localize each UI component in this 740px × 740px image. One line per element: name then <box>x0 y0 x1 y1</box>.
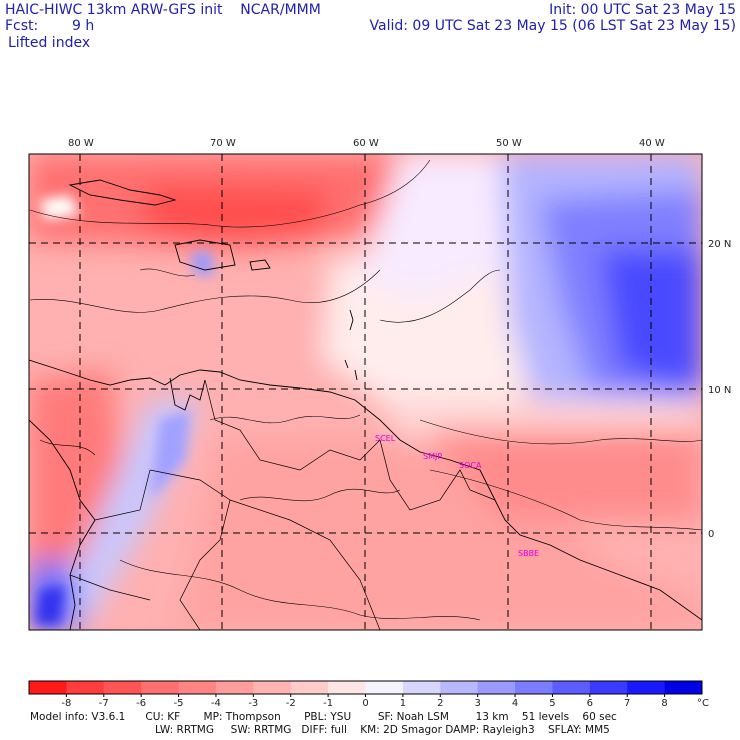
colorbar-swatch <box>253 681 292 694</box>
colorbar-tick-label: -4 <box>211 698 221 709</box>
lat-label-20n: 20 N <box>708 239 731 250</box>
colorbar-swatch <box>589 681 628 694</box>
colorbar-swatch <box>66 681 105 694</box>
lat-label-0: 0 <box>708 529 714 540</box>
lat-label-10n: 10 N <box>708 385 731 396</box>
colorbar-swatch <box>103 681 142 694</box>
colorbar-tick-label: 1 <box>400 698 406 709</box>
colorbar-swatch <box>552 681 591 694</box>
model-info-line1: Model info: V3.6.1 CU: KF MP: Thompson P… <box>30 711 617 723</box>
colorbar-tick-label: -8 <box>61 698 71 709</box>
colorbar-swatch <box>402 681 441 694</box>
model-info-line2: LW: RRTMG SW: RRTMG DIFF: full KM: 2D Sm… <box>155 724 610 736</box>
colorbar-unit: °C <box>697 698 709 709</box>
header-forecast-label: Fcst: <box>5 18 39 34</box>
colorbar-swatch <box>328 681 366 694</box>
colorbar-tick-label: -3 <box>248 698 258 709</box>
colorbar-swatch <box>477 681 516 694</box>
colorbar-tick-label: 4 <box>512 698 518 709</box>
colorbar-tick-label: 3 <box>474 698 480 709</box>
colorbar-tick-label: 7 <box>624 698 630 709</box>
header-title: HAIC-HIWC 13km ARW-GFS init NCAR/MMM <box>5 2 321 18</box>
field-name: Lifted index <box>8 35 91 51</box>
map-frame <box>28 153 703 631</box>
colorbar-swatch <box>215 681 254 694</box>
borders <box>69 379 496 630</box>
colorbar-tick-label: -6 <box>136 698 146 709</box>
lon-label-70w: 70 W <box>210 138 236 149</box>
header-valid-time: Valid: 09 UTC Sat 23 May 15 (06 LST Sat … <box>369 18 736 34</box>
colorbar-swatch <box>664 681 703 694</box>
colorbar-tick-label: -1 <box>323 698 333 709</box>
colorbar-swatch <box>29 681 67 694</box>
station-smjp: SMJP <box>423 452 442 461</box>
header-forecast-value: 9 h <box>72 18 95 34</box>
colorbar-swatch <box>290 681 329 694</box>
colorbar-swatch <box>627 681 666 694</box>
colorbar-swatch <box>440 681 479 694</box>
colorbar-tick-label: 6 <box>587 698 593 709</box>
lon-label-60w: 60 W <box>353 138 379 149</box>
colorbar-swatch <box>178 681 217 694</box>
station-scel: SCEL <box>375 434 396 443</box>
colorbar-tick-label: 8 <box>661 698 667 709</box>
lon-label-80w: 80 W <box>68 138 94 149</box>
colorbar-tick-label: -5 <box>174 698 184 709</box>
station-soca: SOCA <box>459 461 482 470</box>
colorbar-tick-label: 2 <box>437 698 443 709</box>
colorbar-swatch <box>141 681 180 694</box>
contours <box>29 159 702 621</box>
colorbar-tick-label: -7 <box>99 698 109 709</box>
lifted-index-field <box>29 154 702 630</box>
colorbar-tick-label: -2 <box>286 698 296 709</box>
lat-lon-grid <box>29 154 702 630</box>
lon-label-40w: 40 W <box>639 138 665 149</box>
colorbar-swatch <box>515 681 553 694</box>
colorbar-swatch <box>365 681 404 694</box>
lon-label-50w: 50 W <box>496 138 522 149</box>
colorbar: -8 -7 -6 -5 -4 -3 -2 -1 0 1 2 3 4 5 6 7 8 °C <box>28 680 709 709</box>
colorbar-tick-label: 0 <box>362 698 368 709</box>
header-init-time: Init: 00 UTC Sat 23 May 15 <box>549 2 736 18</box>
station-sbbe: SBBE <box>518 549 539 558</box>
colorbar-tick-label: 5 <box>549 698 555 709</box>
